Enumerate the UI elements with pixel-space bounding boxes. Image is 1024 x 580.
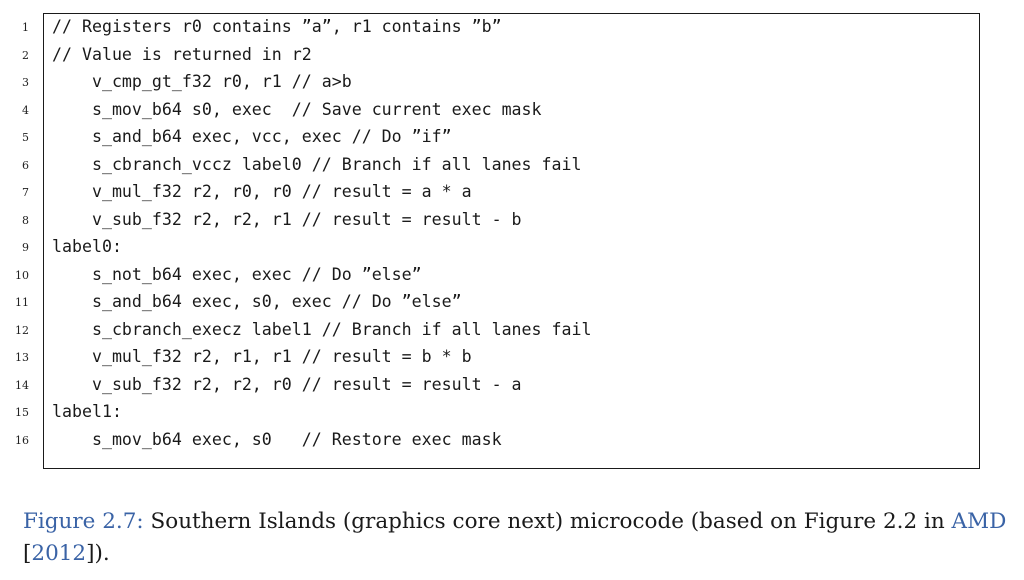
line-number: 11 [15, 296, 29, 309]
code-text: label0: [52, 237, 122, 256]
code-line-row: 1 // Registers r0 contains ”a”, r1 contai… [0, 13, 1024, 40]
code-line-row: 9 label0: [0, 233, 1024, 260]
citation-year-link[interactable]: 2012 [31, 541, 87, 566]
line-number: 8 [22, 213, 29, 227]
line-number: 5 [22, 131, 29, 144]
line-number: 6 [22, 158, 29, 172]
code-text: s_mov_b64 s0, exec // Save current exec … [52, 99, 542, 119]
caption-bracket-open: [ [23, 541, 32, 566]
code-text: v_cmp_gt_f32 r0, r1 // a>b [52, 72, 352, 91]
code-text: s_cbranch_vccz label0 // Branch if all l… [52, 154, 582, 174]
code-text: s_and_b64 exec, s0, exec // Do ”else” [52, 292, 462, 311]
code-text: // Value is returned in r2 [52, 44, 312, 64]
code-line-row: 11 s_and_b64 exec, s0, exec // Do ”else” [0, 288, 1024, 315]
code-line-row: 5 s_and_b64 exec, vcc, exec // Do ”if” [0, 123, 1024, 150]
code-frame [43, 13, 980, 469]
line-number: 12 [15, 323, 29, 337]
code-line-row: 10 s_not_b64 exec, exec // Do ”else” [0, 261, 1024, 288]
line-number: 15 [15, 406, 29, 419]
line-number: 9 [22, 241, 29, 254]
figure-caption: Figure 2.7: Southern Islands (graphics c… [23, 506, 1018, 570]
code-text: s_not_b64 exec, exec // Do ”else” [52, 264, 422, 284]
code-line-row: 4 s_mov_b64 s0, exec // Save current exe… [0, 96, 1024, 123]
code-line-row: 7 v_mul_f32 r2, r0, r0 // result = a * a [0, 178, 1024, 205]
code-text: label1: [52, 402, 122, 421]
caption-bracket-close: ]). [86, 541, 110, 566]
code-line-row: 6 s_cbranch_vccz label0 // Branch if all… [0, 151, 1024, 178]
code-text: s_and_b64 exec, vcc, exec // Do ”if” [52, 127, 452, 146]
caption-text: Southern Islands (graphics core next) mi… [143, 509, 952, 534]
line-number: 13 [15, 351, 29, 364]
code-listing: 1 // Registers r0 contains ”a”, r1 contai… [0, 13, 1024, 469]
code-text: v_sub_f32 r2, r2, r1 // result = result … [52, 209, 522, 229]
code-line-row: 15 label1: [0, 398, 1024, 425]
line-number: 2 [22, 48, 29, 62]
code-text: // Registers r0 contains ”a”, r1 contain… [52, 17, 502, 36]
code-text: s_cbranch_execz label1 // Branch if all … [52, 319, 592, 339]
caption-label: Figure 2.7: [23, 509, 144, 534]
code-text: v_sub_f32 r2, r2, r0 // result = result … [52, 374, 522, 394]
line-number: 10 [15, 268, 29, 282]
code-text: v_mul_f32 r2, r0, r0 // result = a * a [52, 182, 472, 201]
code-line-row: 3 v_cmp_gt_f32 r0, r1 // a>b [0, 68, 1024, 95]
code-line-row: 14 v_sub_f32 r2, r2, r0 // result = resu… [0, 371, 1024, 398]
line-number: 4 [22, 103, 29, 117]
line-number: 7 [22, 186, 29, 199]
line-number: 3 [22, 76, 29, 89]
code-text: s_mov_b64 exec, s0 // Restore exec mask [52, 429, 502, 449]
code-text: v_mul_f32 r2, r1, r1 // result = b * b [52, 347, 472, 366]
code-line-row: 16 s_mov_b64 exec, s0 // Restore exec ma… [0, 426, 1024, 453]
code-line-row: 12 s_cbranch_execz label1 // Branch if a… [0, 316, 1024, 343]
line-number: 14 [15, 378, 29, 392]
citation-author-link[interactable]: AMD [951, 509, 1007, 534]
code-line-row: 2 // Value is returned in r2 [0, 41, 1024, 68]
code-line-row: 13 v_mul_f32 r2, r1, r1 // result = b * … [0, 343, 1024, 370]
line-number: 1 [22, 21, 29, 34]
line-number: 16 [15, 433, 29, 447]
code-line-row: 8 v_sub_f32 r2, r2, r1 // result = resul… [0, 206, 1024, 233]
